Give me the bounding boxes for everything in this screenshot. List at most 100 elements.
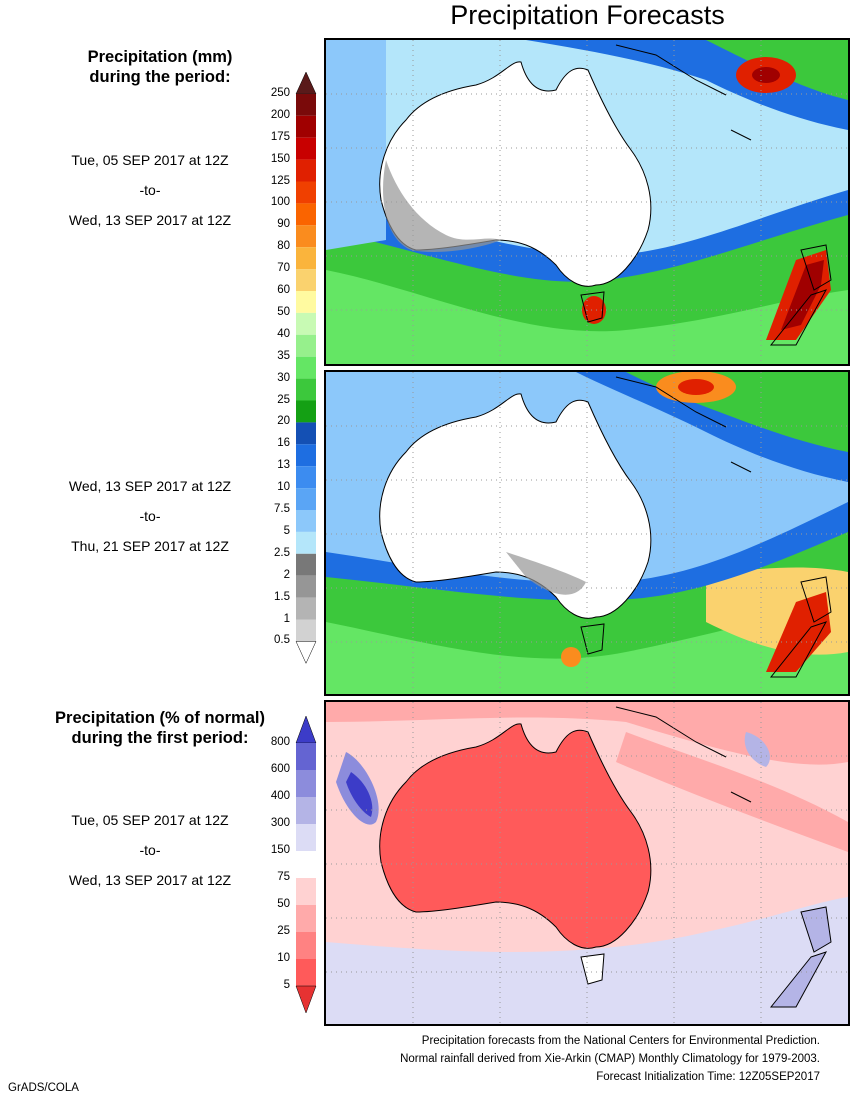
precip-pct-heading-line1: Precipitation (% of normal) [55, 709, 265, 727]
colorbar-tick-label: 50 [277, 898, 290, 910]
colorbar-segment [296, 597, 316, 620]
colorbar-segment [296, 797, 316, 824]
colorbar-tick-label: 175 [270, 130, 290, 143]
map-panel-period2 [324, 370, 850, 696]
colorbar-tick-label: 30 [277, 371, 290, 384]
colorbar-tick-label: 0.5 [274, 634, 290, 647]
colorbar-top-arrow [295, 716, 317, 744]
period2-sep: -to- [139, 508, 161, 524]
colorbar-segment [296, 137, 316, 160]
colorbar-segment [296, 378, 316, 401]
colorbar-tick-label: 25 [277, 393, 290, 406]
colorbar-tick-label: 800 [270, 736, 290, 748]
precip-pct-heading: Precipitation (% of normal) during the f… [20, 708, 300, 748]
precip-map-period1 [326, 40, 848, 364]
colorbar-tick-label: 90 [277, 218, 290, 231]
footer-line1: Precipitation forecasts from the Nationa… [421, 1035, 820, 1047]
period1-to: Wed, 13 SEP 2017 at 12Z [68, 212, 232, 228]
colorbar-tick-label: 50 [277, 305, 290, 318]
colorbar-tick-label: 75 [277, 871, 290, 883]
colorbar-segment [296, 575, 316, 598]
colorbar-tick-label: 400 [270, 790, 290, 802]
period1-sep: -to- [139, 182, 161, 198]
colorbar-tick-label: 100 [270, 196, 290, 209]
precip-pct-heading-line2: during the first period: [71, 729, 249, 747]
colorbar-tick-label: 250 [270, 86, 290, 99]
colorbar-segment [296, 932, 316, 959]
colorbar-tick-label: 7.5 [274, 503, 290, 515]
colorbar-tick-label: 5 [283, 524, 290, 537]
colorbar-tick-label: 10 [277, 952, 290, 964]
precip-mm-heading-line2: during the period: [89, 68, 231, 86]
colorbar-segment [296, 531, 316, 554]
colorbar-segment [296, 905, 316, 932]
colorbar-segment [296, 115, 316, 138]
footer-line2: Normal rainfall derived from Xie-Arkin (… [400, 1053, 820, 1065]
colorbar-segment [296, 422, 316, 445]
colorbar-segment [296, 959, 316, 986]
colorbar-top-arrow [295, 72, 317, 95]
colorbar-tick-label: 1 [283, 612, 290, 625]
colorbar-segment [296, 553, 316, 576]
colorbar-segment [296, 510, 316, 532]
precip-mm-colorbar [295, 72, 317, 664]
colorbar-tick-label: 150 [270, 844, 290, 856]
colorbar-bottom-arrow [295, 985, 317, 1014]
precip-pct-map [326, 702, 848, 1024]
colorbar-tick-label: 16 [277, 437, 290, 450]
precip-map-period2 [326, 372, 848, 694]
colorbar-segment [296, 743, 316, 770]
colorbar-segment [296, 312, 316, 335]
colorbar-tick-label: 10 [277, 481, 290, 494]
footer-notes: Precipitation forecasts from the Nationa… [400, 1032, 820, 1086]
colorbar-segment [296, 159, 316, 182]
period2-from: Wed, 13 SEP 2017 at 12Z [68, 478, 232, 494]
colorbar-segment [296, 878, 316, 905]
colorbar-tick-label: 5 [283, 979, 290, 991]
colorbar-tick-label: 1.5 [274, 590, 290, 603]
colorbar-segment [296, 291, 316, 313]
precip-mm-heading: Precipitation (mm) during the period: [40, 47, 280, 87]
colorbar-bottom-arrow [295, 641, 317, 664]
colorbar-tick-label: 80 [277, 240, 290, 253]
colorbar-tick-label: 70 [277, 262, 290, 275]
colorbar-segment [296, 851, 316, 878]
colorbar-segment [296, 770, 316, 797]
credit-label: GrADS/COLA [8, 1082, 79, 1094]
period1-from: Tue, 05 SEP 2017 at 12Z [71, 152, 229, 168]
map-panel-period1 [324, 38, 850, 366]
colorbar-segment [296, 203, 316, 226]
period3-to: Wed, 13 SEP 2017 at 12Z [68, 872, 232, 888]
colorbar-tick-label: 2 [283, 568, 290, 581]
colorbar-tick-label: 35 [277, 349, 290, 362]
period2-to: Thu, 21 SEP 2017 at 12Z [71, 538, 229, 554]
colorbar-tick-label: 300 [270, 817, 290, 829]
colorbar-tick-label: 60 [277, 284, 290, 296]
colorbar-segment [296, 400, 316, 423]
colorbar-segment [296, 824, 316, 851]
colorbar-segment [296, 181, 316, 204]
colorbar-tick-label: 600 [270, 763, 290, 775]
colorbar-segment [296, 93, 316, 116]
colorbar-segment [296, 488, 316, 510]
colorbar-segment [296, 466, 316, 489]
colorbar-segment [296, 225, 316, 248]
period3-from: Tue, 05 SEP 2017 at 12Z [71, 812, 229, 828]
colorbar-segment [296, 334, 316, 357]
map-panel-pct-normal [324, 700, 850, 1026]
colorbar-segment [296, 269, 316, 291]
colorbar-segment [296, 619, 316, 642]
footer-line3: Forecast Initialization Time: 12Z05SEP20… [596, 1071, 820, 1083]
colorbar-tick-label: 20 [277, 415, 290, 428]
colorbar-tick-label: 2.5 [274, 546, 290, 559]
colorbar-segment [296, 247, 316, 270]
page-title: Precipitation Forecasts [450, 0, 725, 30]
colorbar-tick-label: 40 [277, 327, 290, 340]
colorbar-tick-label: 125 [270, 174, 290, 187]
colorbar-segment [296, 444, 316, 467]
colorbar-tick-label: 13 [277, 459, 290, 472]
colorbar-segment [296, 356, 316, 379]
precip-mm-heading-line1: Precipitation (mm) [87, 48, 233, 66]
colorbar-tick-label: 200 [270, 108, 290, 121]
period3-sep: -to- [139, 842, 161, 858]
